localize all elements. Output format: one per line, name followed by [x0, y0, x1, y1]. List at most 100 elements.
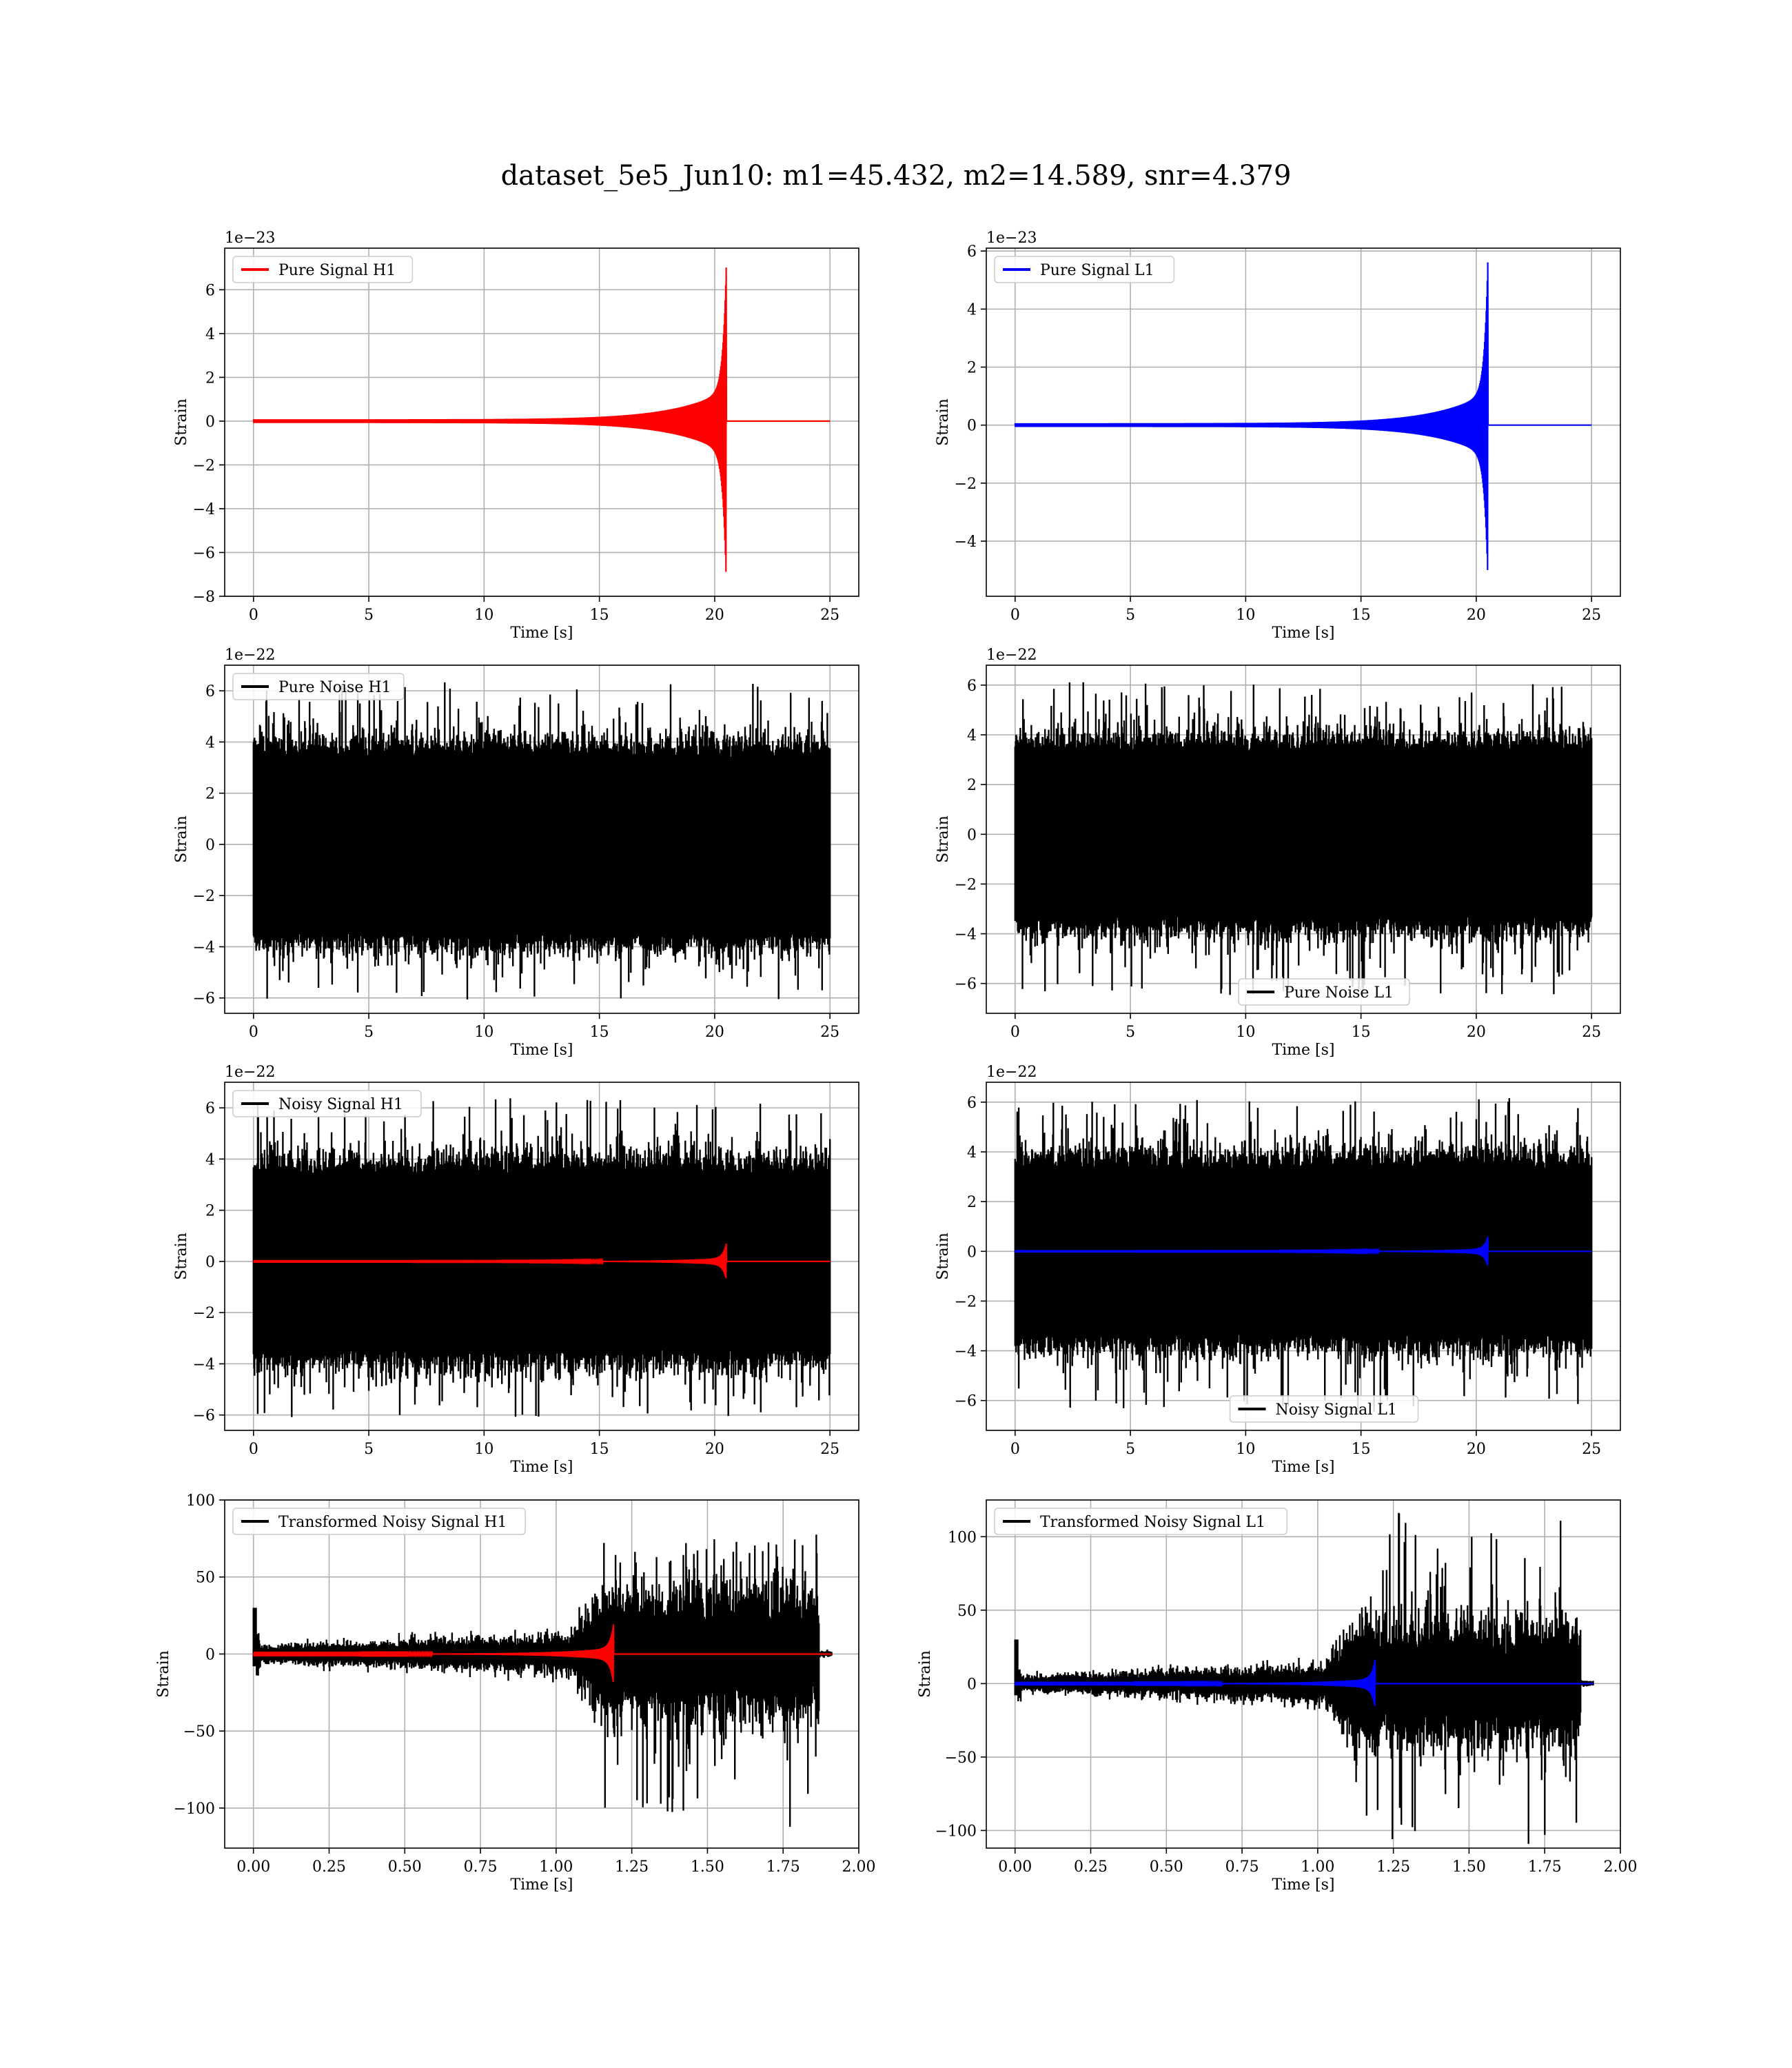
legend: Pure Signal L1	[994, 256, 1175, 283]
y-tick-label: 0	[967, 1676, 977, 1693]
axes-frame	[986, 1499, 1621, 1849]
x-tick-label: 0.25	[312, 1858, 346, 1876]
x-tick-label: 25	[820, 607, 839, 624]
y-tick-label: −6	[193, 545, 215, 562]
series-line	[252, 682, 831, 1000]
legend-label: Pure Noise H1	[278, 679, 391, 696]
series-line	[252, 1098, 831, 1417]
legend-label: Noisy Signal H1	[278, 1096, 403, 1113]
x-tick-label: 0.25	[1074, 1858, 1108, 1876]
y-tick-label: 6	[967, 1095, 977, 1112]
y-tick-label: 0	[967, 418, 977, 435]
y-tick-label: −4	[955, 1344, 977, 1361]
axes-noisy-signal-h1: 0 5 10 15 20 25 −6 −4 −2 0 2 4 6 Time [s] Strain 1e−22N…	[173, 1064, 859, 1476]
x-tick-label: 0.50	[388, 1858, 422, 1876]
y-tick-label: −2	[955, 876, 977, 893]
axes-frame	[986, 665, 1621, 1014]
x-axis-label: Time [s]	[510, 1876, 573, 1894]
y-axis-label: Strain	[935, 1233, 952, 1280]
y-tick-label: −2	[193, 1305, 215, 1322]
legend-box	[232, 673, 405, 700]
y-tick-label: 0	[967, 1244, 977, 1261]
x-tick-label: 10	[474, 1024, 493, 1041]
x-axis-label: Time [s]	[1272, 1042, 1334, 1059]
x-tick-label: 15	[590, 1024, 609, 1041]
axes-frame	[224, 1082, 859, 1431]
legend-label: Pure Noise L1	[1284, 984, 1394, 1002]
axes-pure-signal-l1: 0 5 10 15 20 25 −4 −2 0 2 4 6 Time [s] Strain 1e−23Pur…	[935, 230, 1621, 642]
x-tick-label: 1.75	[1528, 1858, 1562, 1876]
x-tick-label: 20	[1467, 607, 1486, 624]
x-tick-label: 15	[1352, 1441, 1371, 1458]
y-tick-label: −50	[183, 1723, 215, 1741]
x-tick-label: 0	[1010, 1024, 1020, 1041]
y-tick-label: 4	[967, 301, 977, 318]
x-tick-label: 25	[1582, 607, 1601, 624]
y-axis-label: Strain	[935, 398, 952, 446]
x-tick-label: 1.00	[1301, 1858, 1334, 1876]
x-tick-label: 0.75	[464, 1858, 498, 1876]
x-tick-label: 5	[1126, 607, 1135, 624]
x-tick-label: 5	[364, 1441, 374, 1458]
y-tick-label: 4	[205, 326, 215, 343]
plot-area	[1014, 1098, 1593, 1412]
legend-box	[994, 256, 1175, 283]
y-tick-label: −6	[193, 1408, 215, 1425]
y-tick-label: −2	[955, 476, 977, 493]
y-tick-label: 50	[196, 1570, 215, 1587]
x-tick-label: 0	[249, 1024, 258, 1041]
y-tick-label: −4	[193, 1356, 215, 1373]
legend-label: Pure Signal L1	[1040, 262, 1154, 279]
legend: Noisy Signal H1	[232, 1090, 422, 1117]
x-tick-label: 1.25	[1376, 1858, 1410, 1876]
axes-transformed-noisy-signal-h1: 0.00 0.25 0.50 0.75 1.00 1.25 1.50 1.75 2.00 −100…	[155, 1492, 875, 1894]
legend: Pure Signal H1	[232, 256, 414, 283]
x-tick-label: 2.00	[842, 1858, 876, 1876]
series-line	[1014, 682, 1593, 995]
y-tick-label: −2	[955, 1293, 977, 1310]
y-axis-label: Strain	[935, 815, 952, 863]
x-tick-label: 25	[820, 1024, 839, 1041]
y-tick-label: 6	[205, 1100, 215, 1117]
legend-label: Pure Signal H1	[278, 262, 396, 279]
y-tick-label: −100	[174, 1801, 215, 1818]
y-tick-label: 50	[957, 1603, 977, 1620]
legend-label: Noisy Signal L1	[1276, 1401, 1397, 1419]
offset-text: 1e−22	[986, 647, 1037, 664]
x-tick-label: 0.00	[998, 1858, 1032, 1876]
series-line	[1014, 1236, 1592, 1266]
offset-text: 1e−22	[225, 647, 275, 664]
x-tick-label: 15	[590, 607, 609, 624]
y-tick-label: −6	[955, 1393, 977, 1410]
x-tick-label: 0.00	[236, 1858, 270, 1876]
x-tick-label: 1.25	[615, 1858, 649, 1876]
x-tick-label: 5	[1126, 1024, 1135, 1041]
axes-frame	[986, 1082, 1621, 1431]
legend: Transformed Noisy Signal L1	[994, 1508, 1287, 1535]
y-tick-label: 6	[967, 678, 977, 695]
y-tick-label: 0	[205, 414, 215, 431]
x-axis-label: Time [s]	[1272, 1876, 1334, 1894]
offset-text: 1e−23	[986, 230, 1037, 247]
plot-area	[1014, 1512, 1594, 1844]
y-axis-label: Strain	[173, 815, 190, 863]
series-line	[252, 267, 831, 572]
y-tick-label: 4	[967, 1144, 977, 1162]
x-tick-label: 10	[1236, 1441, 1255, 1458]
legend-label: Transformed Noisy Signal L1	[1040, 1514, 1265, 1531]
x-tick-label: 1.00	[539, 1858, 573, 1876]
x-axis-label: Time [s]	[1272, 625, 1334, 642]
x-tick-label: 5	[364, 1024, 374, 1041]
plot-area	[1014, 262, 1592, 571]
legend-box	[232, 256, 414, 283]
y-tick-label: 2	[205, 786, 215, 803]
legend-box	[232, 1508, 526, 1535]
series-line	[1014, 262, 1592, 571]
x-tick-label: 20	[1467, 1024, 1486, 1041]
y-tick-label: 0	[967, 827, 977, 844]
x-tick-label: 10	[1236, 607, 1255, 624]
x-tick-label: 20	[705, 607, 724, 624]
y-tick-label: −6	[955, 976, 977, 993]
series-line	[1014, 1512, 1594, 1844]
axes-pure-signal-h1: 0 5 10 15 20 25 −8 −6 −4 −2 0 2 4 6 Time [s] Strain 1e−2…	[173, 230, 859, 642]
